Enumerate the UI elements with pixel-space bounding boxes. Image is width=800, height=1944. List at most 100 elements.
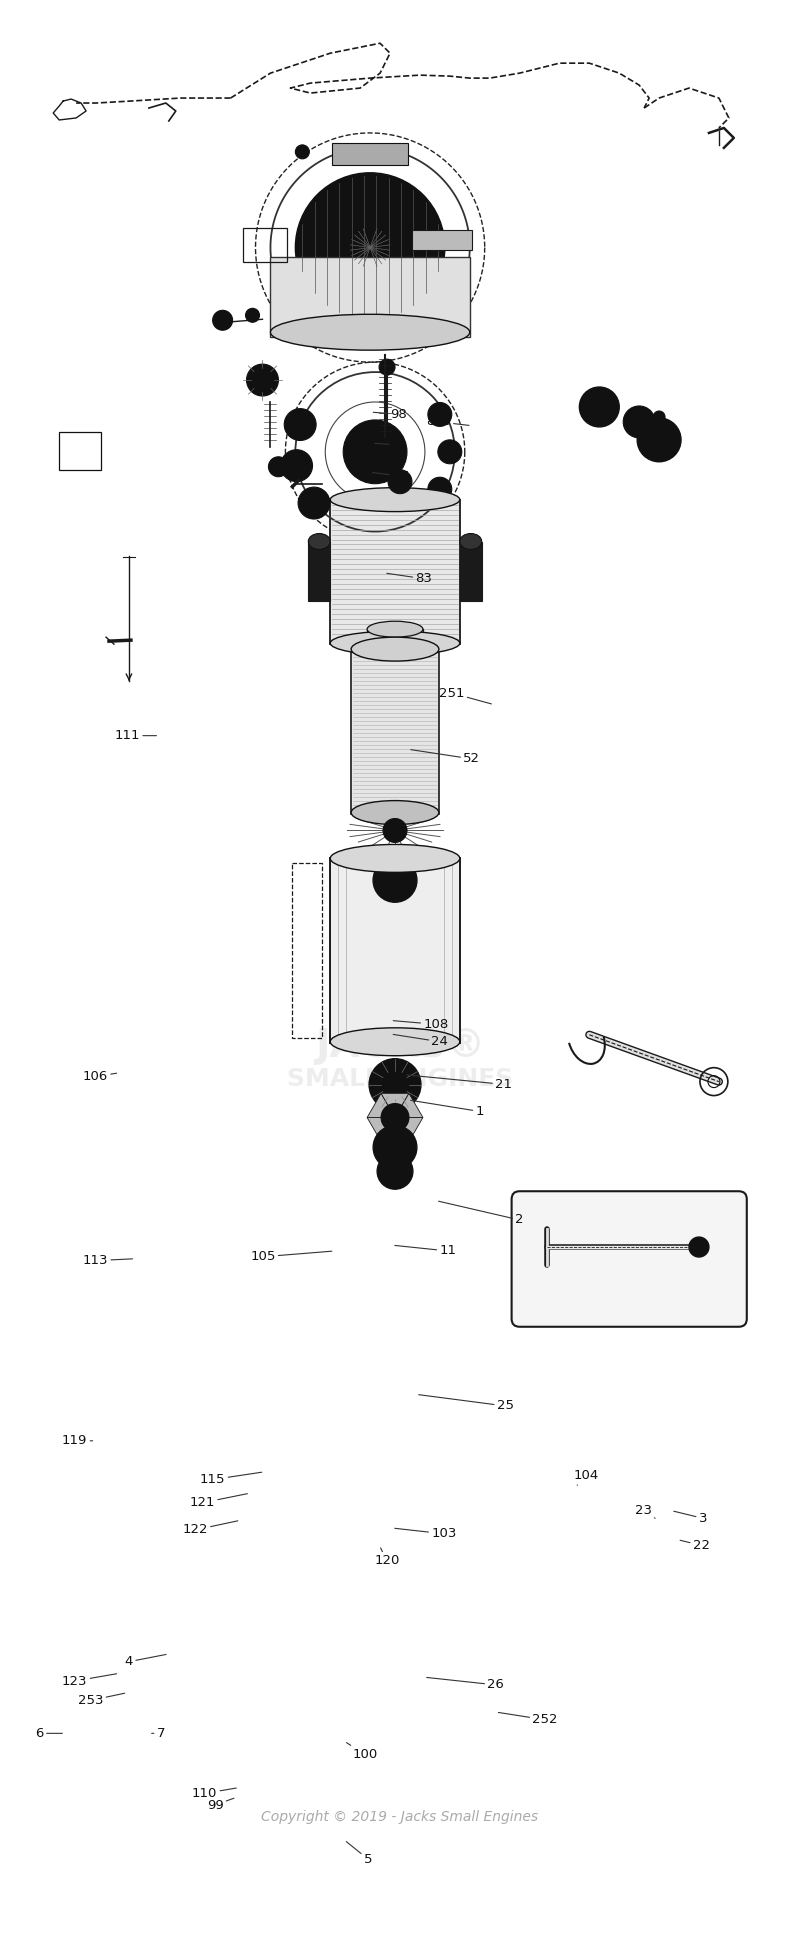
Text: 4: 4 xyxy=(125,1654,166,1668)
Text: 800: 800 xyxy=(426,416,469,428)
Text: 98: 98 xyxy=(374,408,406,420)
Bar xyxy=(292,863,322,1038)
Circle shape xyxy=(623,406,655,437)
Text: 119: 119 xyxy=(62,1435,93,1448)
Text: 26: 26 xyxy=(426,1678,504,1691)
Text: 103: 103 xyxy=(394,1528,457,1540)
Text: 22: 22 xyxy=(680,1540,710,1551)
Polygon shape xyxy=(395,1093,423,1118)
Bar xyxy=(460,542,482,601)
Circle shape xyxy=(379,360,395,375)
Circle shape xyxy=(284,408,316,441)
Circle shape xyxy=(295,173,445,323)
Ellipse shape xyxy=(330,632,460,655)
Text: Copyright © 2019 - Jacks Small Engines: Copyright © 2019 - Jacks Small Engines xyxy=(262,1810,538,1823)
Text: 2: 2 xyxy=(438,1201,524,1227)
Text: 115: 115 xyxy=(200,1472,262,1485)
Polygon shape xyxy=(395,1118,423,1141)
Text: 52: 52 xyxy=(410,750,480,766)
Ellipse shape xyxy=(330,488,460,511)
Text: 100: 100 xyxy=(346,1742,378,1761)
Text: 121: 121 xyxy=(190,1493,247,1509)
Circle shape xyxy=(343,420,407,484)
Text: 251: 251 xyxy=(439,686,491,704)
Text: 23: 23 xyxy=(634,1505,655,1518)
Text: SMALL ENGINES: SMALL ENGINES xyxy=(287,1067,513,1091)
Polygon shape xyxy=(381,1093,409,1118)
Text: 252: 252 xyxy=(498,1713,558,1726)
Circle shape xyxy=(377,1153,413,1190)
Ellipse shape xyxy=(351,801,439,824)
Text: 111: 111 xyxy=(114,729,157,743)
Ellipse shape xyxy=(330,1028,460,1056)
Ellipse shape xyxy=(351,638,439,661)
Text: 25: 25 xyxy=(418,1394,514,1413)
Circle shape xyxy=(281,449,313,482)
Bar xyxy=(330,859,460,1042)
Circle shape xyxy=(246,309,259,323)
Text: 106: 106 xyxy=(83,1069,117,1083)
Polygon shape xyxy=(367,1118,395,1141)
Ellipse shape xyxy=(330,844,460,873)
Ellipse shape xyxy=(270,315,470,350)
Text: 6: 6 xyxy=(35,1726,62,1740)
Circle shape xyxy=(653,410,665,424)
Bar xyxy=(412,229,472,249)
Ellipse shape xyxy=(308,533,330,550)
Circle shape xyxy=(388,470,412,494)
Text: 3: 3 xyxy=(674,1510,707,1524)
FancyBboxPatch shape xyxy=(512,1192,746,1326)
Circle shape xyxy=(373,859,417,902)
Text: 123: 123 xyxy=(62,1674,117,1687)
Bar xyxy=(332,144,408,165)
Text: 253: 253 xyxy=(78,1693,125,1707)
Circle shape xyxy=(369,1059,421,1110)
Circle shape xyxy=(373,1126,417,1168)
Polygon shape xyxy=(367,1093,395,1118)
Circle shape xyxy=(381,848,409,877)
Circle shape xyxy=(298,488,330,519)
Ellipse shape xyxy=(460,533,482,550)
Bar xyxy=(242,227,287,262)
Bar xyxy=(351,649,439,813)
Text: 24: 24 xyxy=(393,1034,448,1048)
Circle shape xyxy=(295,146,310,159)
Bar xyxy=(330,500,460,643)
Text: 7: 7 xyxy=(152,1726,165,1740)
Bar xyxy=(308,542,330,601)
Text: 5: 5 xyxy=(346,1841,372,1866)
Text: 83: 83 xyxy=(387,572,432,585)
Circle shape xyxy=(579,387,619,428)
Circle shape xyxy=(213,311,233,330)
Text: 27: 27 xyxy=(373,470,409,482)
Circle shape xyxy=(395,476,405,486)
Circle shape xyxy=(359,435,391,469)
Circle shape xyxy=(381,1104,409,1131)
Text: 81: 81 xyxy=(375,439,409,451)
Text: 1: 1 xyxy=(410,1100,484,1118)
Text: JACKS®: JACKS® xyxy=(315,1026,485,1065)
Text: 108: 108 xyxy=(394,1019,449,1030)
Circle shape xyxy=(689,1236,709,1258)
Bar xyxy=(367,630,423,649)
Text: 122: 122 xyxy=(182,1520,238,1536)
Text: 105: 105 xyxy=(250,1250,332,1264)
Circle shape xyxy=(438,439,462,465)
Circle shape xyxy=(246,364,278,397)
Circle shape xyxy=(695,1242,703,1252)
Text: 104: 104 xyxy=(573,1470,598,1485)
Circle shape xyxy=(637,418,681,463)
Bar xyxy=(59,432,101,470)
Text: 99: 99 xyxy=(206,1798,234,1812)
Circle shape xyxy=(428,402,452,426)
Ellipse shape xyxy=(367,622,423,638)
Text: 11: 11 xyxy=(394,1244,456,1258)
Text: 120: 120 xyxy=(374,1547,400,1567)
Circle shape xyxy=(269,457,288,476)
Text: 113: 113 xyxy=(82,1254,133,1267)
Polygon shape xyxy=(381,1118,409,1141)
Circle shape xyxy=(383,818,407,842)
Text: 110: 110 xyxy=(192,1787,236,1800)
Bar xyxy=(270,257,470,336)
Circle shape xyxy=(428,476,452,502)
